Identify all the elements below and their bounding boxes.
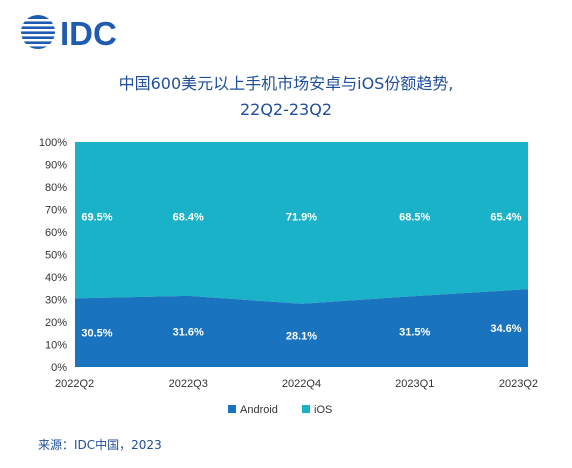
android-data-label: 31.6% <box>173 326 204 338</box>
x-tick-label: 2023Q1 <box>395 378 434 390</box>
logo-text: IDC <box>60 15 117 52</box>
chart-title: 中国600美元以上手机市场安卓与iOS份额趋势, <box>118 74 454 93</box>
legend-ios-label: iOS <box>314 404 332 416</box>
y-tick-label: 10% <box>45 340 67 352</box>
y-tick-label: 30% <box>45 295 67 307</box>
idc-logo-mark: IDC <box>21 15 117 52</box>
y-tick-label: 100% <box>39 137 67 149</box>
idc-logo: IDC <box>18 12 138 52</box>
legend-ios-swatch <box>302 405 310 413</box>
android-data-label: 30.5% <box>81 328 112 340</box>
android-data-label: 28.1% <box>286 330 317 342</box>
android-data-label: 34.6% <box>490 323 521 335</box>
chart-subtitle: 22Q2-23Q2 <box>239 100 333 119</box>
y-tick-label: 60% <box>45 227 67 239</box>
x-tick-label: 2022Q4 <box>282 378 321 390</box>
ios-area <box>75 142 528 304</box>
ios-data-label: 65.4% <box>490 211 521 223</box>
y-tick-label: 70% <box>45 205 67 217</box>
y-tick-label: 80% <box>45 182 67 194</box>
ios-data-label: 68.5% <box>399 211 430 223</box>
globe-icon <box>21 15 55 49</box>
legend-android-label: Android <box>240 404 278 416</box>
legend-android-swatch <box>228 405 236 413</box>
ios-data-label: 68.4% <box>173 211 204 223</box>
x-tick-label: 2022Q2 <box>55 378 94 390</box>
android-area <box>75 289 528 367</box>
android-data-label: 31.5% <box>399 327 430 339</box>
y-tick-label: 90% <box>45 160 67 172</box>
source-note: 来源：IDC中国，2023 <box>38 438 162 452</box>
ios-data-label: 69.5% <box>81 211 112 223</box>
y-tick-label: 40% <box>45 272 67 284</box>
x-tick-label: 2022Q3 <box>169 378 208 390</box>
y-tick-label: 20% <box>45 317 67 329</box>
ios-data-label: 71.9% <box>286 211 317 223</box>
x-tick-label: 2023Q2 <box>499 378 538 390</box>
stacked-area-chart: 0% 10% 20% 30% 40% 50% 60% 70% 80% 90% 100% 2022Q2 2… <box>39 137 538 416</box>
y-tick-label: 0% <box>51 362 67 374</box>
y-tick-label: 50% <box>45 250 67 262</box>
